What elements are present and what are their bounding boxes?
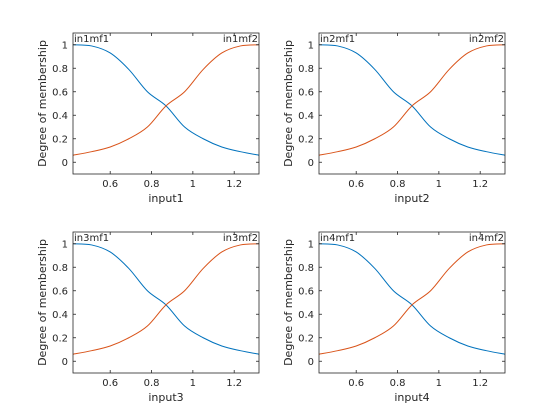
series-line-in3mf2 bbox=[72, 243, 260, 355]
mf-label-in3mf1: in3mf1 bbox=[74, 233, 109, 244]
chart-panel-2: 0.6 0.8 1 1.2 0 0.2 0.4 0.6 0.8 1 input2 Degree of … bbox=[282, 32, 506, 205]
axes-box bbox=[72, 32, 260, 175]
y-tick-label: 0.6 bbox=[298, 87, 314, 98]
y-axis-label: Degree of membership bbox=[36, 239, 49, 366]
mf-label-in2mf1: in2mf1 bbox=[320, 34, 355, 45]
y-tick-label: 0.2 bbox=[52, 134, 68, 145]
x-tick-label: 1.2 bbox=[226, 179, 242, 190]
y-tick-label: 1 bbox=[62, 239, 68, 250]
series-line-in4mf2 bbox=[318, 243, 506, 355]
x-tick-label: 0.8 bbox=[144, 378, 160, 389]
x-axis-label: input3 bbox=[148, 391, 183, 404]
y-tick-label: 1 bbox=[308, 239, 314, 250]
x-tick-label: 0.6 bbox=[102, 378, 118, 389]
mf-label-in2mf2: in2mf2 bbox=[469, 34, 504, 45]
x-tick-label: 0.6 bbox=[348, 179, 364, 190]
y-tick-label: 0.2 bbox=[52, 333, 68, 344]
x-tick-label: 0.8 bbox=[390, 378, 406, 389]
mf-label-in1mf1: in1mf1 bbox=[74, 34, 109, 45]
x-tick-label: 1 bbox=[190, 378, 196, 389]
x-axis-label: input4 bbox=[394, 391, 429, 404]
series-line-in1mf2 bbox=[72, 44, 260, 156]
y-tick-label: 0.4 bbox=[52, 111, 68, 122]
y-tick-label: 0.4 bbox=[298, 310, 314, 321]
x-tick-label: 1.2 bbox=[472, 378, 488, 389]
chart-panel-3: 0.6 0.8 1 1.2 0 0.2 0.4 0.6 0.8 1 input3 Degree of … bbox=[36, 231, 260, 404]
axes-box bbox=[318, 32, 506, 175]
x-tick-label: 0.6 bbox=[102, 179, 118, 190]
y-tick-label: 0 bbox=[308, 158, 314, 169]
mf-label-in4mf1: in4mf1 bbox=[320, 233, 355, 244]
chart-panel-1: 0.6 0.8 1 1.2 0 0.2 0.4 0.6 0.8 1 input1 Degree of … bbox=[36, 32, 260, 205]
chart-panel-4: 0.6 0.8 1 1.2 0 0.2 0.4 0.6 0.8 1 input4 Degree of … bbox=[282, 231, 506, 404]
y-tick-label: 0 bbox=[62, 158, 68, 169]
x-tick-label: 1.2 bbox=[226, 378, 242, 389]
y-axis-label: Degree of membership bbox=[282, 239, 295, 366]
y-tick-label: 0.8 bbox=[52, 64, 68, 75]
x-tick-label: 1 bbox=[190, 179, 196, 190]
y-tick-label: 0 bbox=[62, 357, 68, 368]
series-line-in2mf2 bbox=[318, 44, 506, 156]
x-tick-label: 0.8 bbox=[144, 179, 160, 190]
x-tick-label: 1.2 bbox=[472, 179, 488, 190]
y-tick-label: 0.4 bbox=[52, 310, 68, 321]
y-tick-label: 0.8 bbox=[298, 263, 314, 274]
mf-label-in1mf2: in1mf2 bbox=[223, 34, 258, 45]
y-axis-label: Degree of membership bbox=[282, 40, 295, 167]
axes-box bbox=[72, 231, 260, 374]
y-tick-label: 0.6 bbox=[298, 286, 314, 297]
x-tick-label: 1 bbox=[436, 378, 442, 389]
y-tick-label: 0.6 bbox=[52, 286, 68, 297]
y-tick-label: 0.2 bbox=[298, 134, 314, 145]
x-axis-label: input2 bbox=[394, 192, 429, 205]
y-axis-label: Degree of membership bbox=[36, 40, 49, 167]
mf-label-in3mf2: in3mf2 bbox=[223, 233, 258, 244]
y-tick-label: 0.4 bbox=[298, 111, 314, 122]
y-tick-label: 0.8 bbox=[52, 263, 68, 274]
y-tick-label: 0.8 bbox=[298, 64, 314, 75]
y-tick-label: 0.2 bbox=[298, 333, 314, 344]
y-tick-label: 1 bbox=[308, 40, 314, 51]
x-tick-label: 1 bbox=[436, 179, 442, 190]
x-tick-label: 0.6 bbox=[348, 378, 364, 389]
x-tick-label: 0.8 bbox=[390, 179, 406, 190]
x-axis-label: input1 bbox=[148, 192, 183, 205]
y-tick-label: 1 bbox=[62, 40, 68, 51]
mf-label-in4mf2: in4mf2 bbox=[469, 233, 504, 244]
y-tick-label: 0.6 bbox=[52, 87, 68, 98]
y-tick-label: 0 bbox=[308, 357, 314, 368]
axes-box bbox=[318, 231, 506, 374]
